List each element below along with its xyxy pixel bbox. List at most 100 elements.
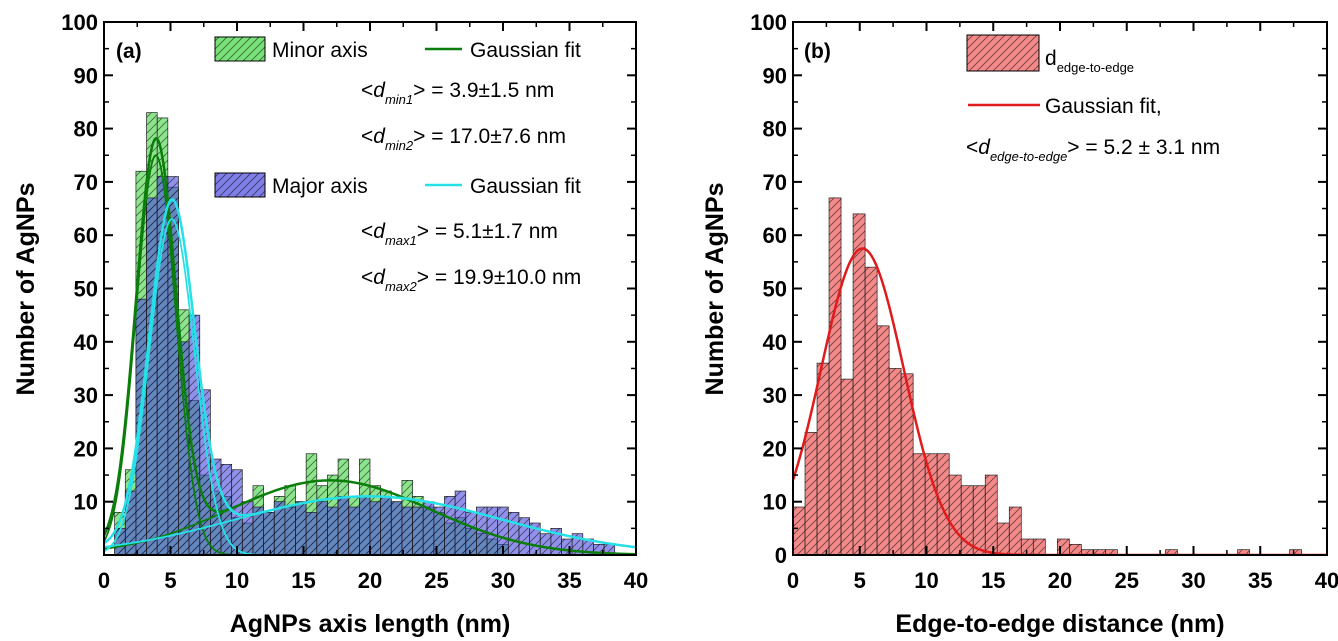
edge-distance-bar-hatch	[901, 373, 914, 555]
major-axis-bar-hatch	[497, 507, 509, 555]
x-tick-label: 15	[291, 568, 315, 593]
edge-distance-bar-hatch	[1165, 549, 1178, 555]
y-tick-label: 90	[763, 63, 787, 88]
edge-distance-bar-hatch	[877, 325, 890, 555]
x-tick-label: 5	[854, 568, 866, 593]
edge-distance-bar-hatch	[1093, 549, 1106, 555]
edge-distance-bar-hatch	[1021, 539, 1034, 555]
y-tick-label: 20	[74, 436, 98, 461]
x-tick-label: 0	[98, 568, 110, 593]
major-axis-bar-hatch	[529, 523, 541, 555]
major-axis-bar-hatch	[550, 528, 562, 555]
edge-distance-bar-hatch	[1289, 549, 1302, 555]
x-tick-label: 20	[358, 568, 382, 593]
y-tick-label: 30	[763, 383, 787, 408]
x-tick-label: 30	[491, 568, 515, 593]
x-tick-label: 0	[787, 568, 799, 593]
x-tick-label: 25	[424, 568, 448, 593]
x-tick-label: 40	[1315, 568, 1338, 593]
major-axis-bar-hatch	[444, 496, 456, 555]
x-tick-label: 25	[1115, 568, 1139, 593]
y-tick-label: 40	[763, 330, 787, 355]
major-axis-bar-hatch	[316, 501, 328, 555]
edge-distance-bar-hatch	[853, 213, 866, 555]
y-tick-label: 50	[74, 277, 98, 302]
annotation-dmax2: <dmax2> = 19.9±10.0 nm	[361, 266, 581, 294]
major-axis-bar-hatch	[157, 176, 168, 555]
major-axis-bar-hatch	[433, 507, 445, 555]
y-tick-label: 100	[61, 10, 98, 35]
edge-distance-bar-hatch	[841, 379, 854, 555]
edge-distance-bar-hatch	[973, 485, 986, 555]
y-tick-label: 80	[74, 117, 98, 142]
major-axis-bar-hatch	[242, 501, 253, 555]
major-axis-bar-hatch	[125, 491, 136, 555]
x-tick-label: 5	[164, 568, 176, 593]
gaussian-fit-minor-component-1	[104, 154, 636, 555]
edge-distance-bar-hatch	[985, 475, 998, 555]
y-tick-label: 10	[763, 490, 787, 515]
edge-distance-bar-hatch	[961, 485, 974, 555]
major-axis-bar-hatch	[231, 469, 243, 555]
y-tick-label: 70	[74, 170, 98, 195]
major-axis-bar-hatch	[178, 341, 190, 555]
edge-distance-bar-hatch	[1009, 507, 1022, 555]
minor-axis-bar-hatch	[306, 453, 317, 555]
edge-distance-bar-hatch	[1069, 544, 1082, 555]
gaussian-fit-major-component-1	[104, 218, 636, 555]
edge-distance-bar-hatch	[937, 453, 950, 555]
annotation-dmin2: <dmin2> = 17.0±7.6 nm	[361, 125, 566, 153]
x-tick-label: 35	[1248, 568, 1272, 593]
major-axis-bar-hatch	[487, 507, 498, 555]
edge-distance-bar-hatch	[1033, 539, 1046, 555]
edge-distance-bar-hatch	[925, 453, 938, 555]
y-axis-title-b: Number of AgNPs	[701, 183, 729, 396]
x-tick-label: 30	[1181, 568, 1205, 593]
edge-distance-bar-hatch	[865, 267, 878, 555]
y-tick-label: 50	[763, 277, 787, 302]
major-axis-bar-hatch	[518, 517, 530, 555]
edge-distance-bar-hatch	[1105, 549, 1118, 555]
major-axis-bar-hatch	[359, 496, 370, 555]
major-axis-bar-hatch	[593, 544, 605, 555]
legend-label-major-fit: Gaussian fit	[470, 175, 581, 198]
annotation-dmax1: <dmax1> = 5.1±1.7 nm	[361, 220, 558, 248]
panel-label-a: (a)	[116, 40, 142, 63]
y-tick-label: 70	[763, 170, 787, 195]
x-tick-label: 20	[1048, 568, 1072, 593]
major-axis-bar-hatch	[306, 512, 317, 555]
y-tick-label: 60	[763, 223, 787, 248]
major-axis-bar-hatch	[604, 544, 615, 555]
major-axis-bar-hatch	[540, 533, 551, 555]
major-axis-bar-hatch	[423, 501, 434, 555]
x-tick-label: 10	[914, 568, 938, 593]
annotation-dmin1: <dmin1> = 3.9±1.5 nm	[361, 79, 554, 107]
major-axis-bar-hatch	[199, 389, 211, 555]
legend-label-major: Major axis	[272, 175, 368, 198]
x-axis-title-a: AgNPs axis length (nm)	[230, 610, 511, 638]
legend-label-minor: Minor axis	[272, 39, 368, 62]
major-axis-bar-hatch	[391, 501, 402, 555]
y-tick-label: 60	[74, 223, 98, 248]
major-axis-bar-hatch	[582, 539, 594, 555]
gaussian-fit-minor-component-2	[104, 479, 636, 555]
legend-label-minor-fit: Gaussian fit	[470, 39, 581, 62]
major-axis-bar-hatch	[348, 507, 360, 555]
major-axis-bar-hatch	[327, 507, 339, 555]
major-axis-bar-hatch	[572, 533, 583, 555]
y-tick-label: 80	[763, 117, 787, 142]
legend-label-edge: dedge-to-edge	[1045, 47, 1134, 75]
y-tick-label: 100	[750, 10, 787, 35]
y-tick-label: 0	[775, 543, 787, 568]
major-axis-bar-hatch	[189, 315, 200, 555]
major-axis-bar-hatch	[561, 539, 573, 555]
major-axis-bar-hatch	[401, 507, 413, 555]
major-axis-bar-hatch	[284, 507, 296, 555]
major-axis-bar-hatch	[114, 528, 126, 555]
edge-distance-bar-hatch	[817, 363, 830, 555]
major-axis-bar-hatch	[295, 501, 307, 555]
x-tick-label: 10	[225, 568, 249, 593]
edge-distance-bar-hatch	[889, 368, 902, 555]
major-axis-bar-hatch	[252, 507, 264, 555]
